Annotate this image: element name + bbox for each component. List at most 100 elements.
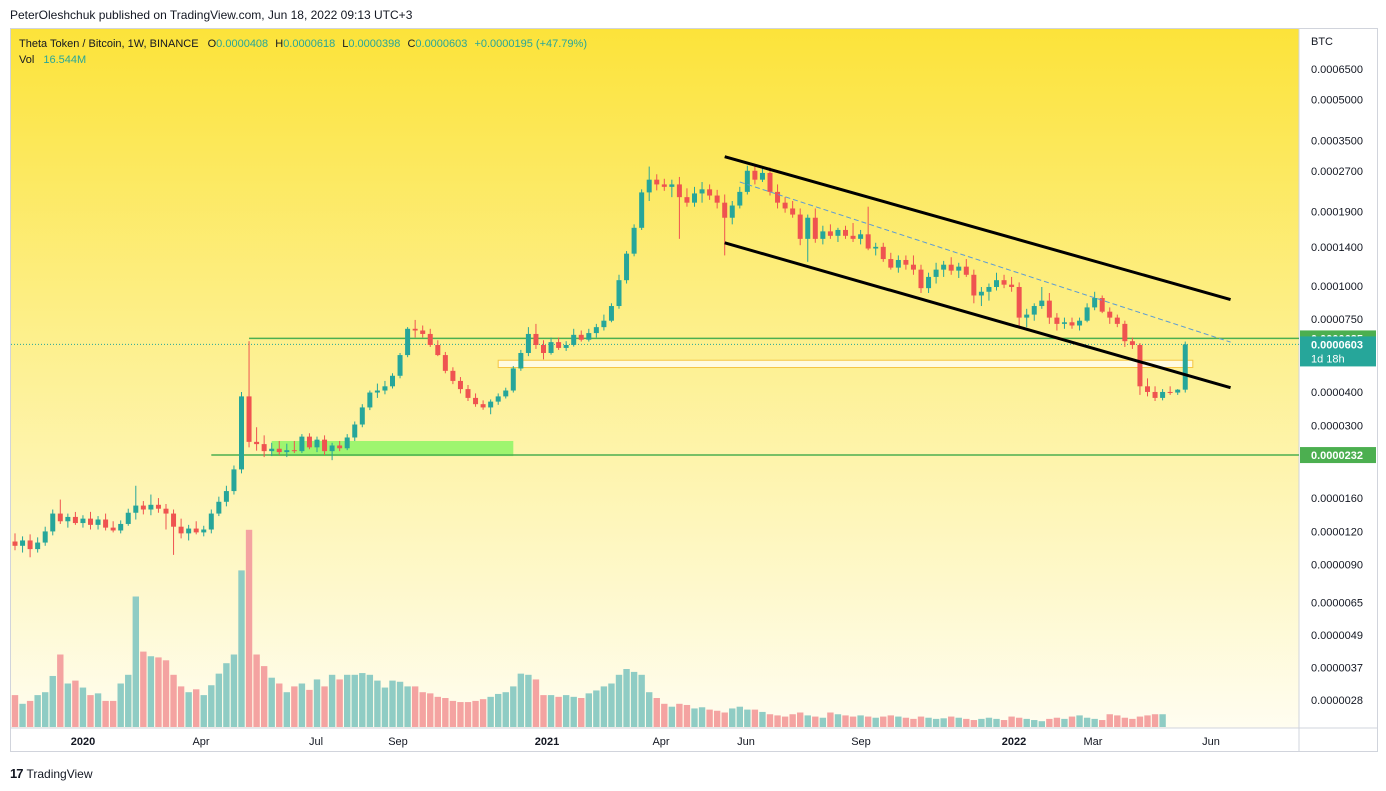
candle-body[interactable] [608, 306, 614, 321]
candle-body[interactable] [1137, 344, 1143, 387]
candle-body[interactable] [805, 217, 811, 239]
candle-body[interactable] [994, 280, 999, 287]
candle-body[interactable] [465, 389, 471, 398]
candle-body[interactable] [155, 504, 161, 509]
candle-body[interactable] [1069, 322, 1075, 326]
candle-body[interactable] [548, 342, 554, 353]
candle-body[interactable] [1046, 300, 1052, 318]
candle-body[interactable] [1039, 300, 1045, 307]
candle-body[interactable] [57, 513, 63, 522]
candle-body[interactable] [578, 334, 584, 340]
candle-body[interactable] [442, 355, 448, 371]
candle-body[interactable] [284, 450, 290, 453]
candle-body[interactable] [835, 229, 841, 236]
candle-body[interactable] [903, 259, 909, 265]
candle-body[interactable] [374, 390, 380, 393]
candle-body[interactable] [306, 436, 312, 448]
candle-body[interactable] [329, 445, 335, 452]
candle-body[interactable] [843, 229, 848, 236]
candle-body[interactable] [80, 518, 86, 524]
candle-body[interactable] [42, 531, 48, 543]
candle-body[interactable] [314, 439, 320, 448]
candle-body[interactable] [1175, 389, 1181, 393]
candle-body[interactable] [926, 276, 932, 289]
candle-body[interactable] [1001, 280, 1007, 285]
candle-body[interactable] [858, 234, 864, 239]
candle-body[interactable] [699, 189, 705, 194]
candle-body[interactable] [880, 246, 886, 260]
candle-body[interactable] [1182, 344, 1188, 390]
candle-body[interactable] [50, 513, 56, 532]
candle-body[interactable] [593, 327, 599, 334]
candle-body[interactable] [322, 439, 328, 452]
candle-body[interactable] [910, 264, 916, 270]
candle-body[interactable] [88, 518, 93, 525]
candle-body[interactable] [201, 529, 207, 533]
candle-body[interactable] [541, 344, 546, 353]
candle-body[interactable] [676, 184, 682, 198]
candle-body[interactable] [661, 184, 667, 187]
candle-body[interactable] [895, 259, 901, 268]
candle-body[interactable] [978, 291, 984, 296]
candle-body[interactable] [888, 259, 894, 268]
candle-body[interactable] [72, 516, 78, 524]
candle-body[interactable] [163, 508, 169, 514]
candle-body[interactable] [435, 344, 441, 356]
candle-body[interactable] [193, 528, 199, 533]
candle-body[interactable] [1167, 391, 1173, 393]
candle-body[interactable] [971, 274, 977, 296]
candle-body[interactable] [473, 397, 479, 405]
candle-body[interactable] [510, 368, 516, 391]
candle-body[interactable] [1099, 298, 1105, 312]
candle-body[interactable] [707, 189, 713, 196]
candle-body[interactable] [692, 193, 697, 203]
candle-body[interactable] [337, 445, 343, 449]
candle-body[interactable] [110, 527, 116, 531]
candle-body[interactable] [65, 516, 71, 522]
candle-body[interactable] [873, 246, 879, 249]
candle-body[interactable] [563, 344, 569, 348]
candle-body[interactable] [103, 519, 109, 528]
candle-body[interactable] [12, 541, 18, 546]
candle-body[interactable] [405, 328, 411, 356]
candle-body[interactable] [269, 448, 275, 452]
candle-body[interactable] [759, 172, 765, 180]
candle-body[interactable] [722, 202, 728, 218]
candle-body[interactable] [246, 396, 252, 442]
candle-body[interactable] [1016, 286, 1022, 318]
candle-body[interactable] [767, 172, 773, 192]
candle-body[interactable] [276, 448, 282, 453]
candle-body[interactable] [1092, 298, 1098, 308]
candle-body[interactable] [1152, 391, 1158, 398]
candle-body[interactable] [1054, 317, 1060, 324]
candle-body[interactable] [352, 424, 358, 438]
candle-body[interactable] [457, 380, 463, 390]
candle-body[interactable] [1061, 322, 1067, 324]
candle-body[interactable] [1107, 311, 1113, 318]
candle-body[interactable] [427, 333, 433, 345]
candle-body[interactable] [850, 235, 856, 239]
candle-body[interactable] [208, 513, 214, 530]
candle-body[interactable] [261, 444, 267, 452]
candle-body[interactable] [95, 519, 101, 525]
candle-body[interactable] [1145, 386, 1150, 392]
candle-body[interactable] [27, 540, 33, 550]
candle-body[interactable] [669, 184, 675, 187]
candle-body[interactable] [1009, 284, 1015, 287]
candle-body[interactable] [654, 179, 660, 185]
candle-body[interactable] [986, 286, 992, 292]
candle-body[interactable] [518, 352, 524, 369]
candle-body[interactable] [420, 330, 426, 334]
candle-body[interactable] [775, 191, 781, 203]
candle-body[interactable] [737, 191, 743, 206]
candle-body[interactable] [533, 333, 539, 345]
candle-body[interactable] [752, 170, 758, 180]
candle-body[interactable] [367, 392, 373, 408]
candle-body[interactable] [820, 231, 826, 239]
candle-body[interactable] [956, 266, 962, 271]
candle-body[interactable] [1024, 314, 1030, 318]
chart-frame[interactable]: BTC 0.0006500 0.0005000 0.0003500 0.0002700 0… [10, 28, 1378, 752]
candle-body[interactable] [480, 404, 486, 408]
candle-body[interactable] [571, 334, 577, 345]
candle-body[interactable] [1160, 391, 1166, 398]
